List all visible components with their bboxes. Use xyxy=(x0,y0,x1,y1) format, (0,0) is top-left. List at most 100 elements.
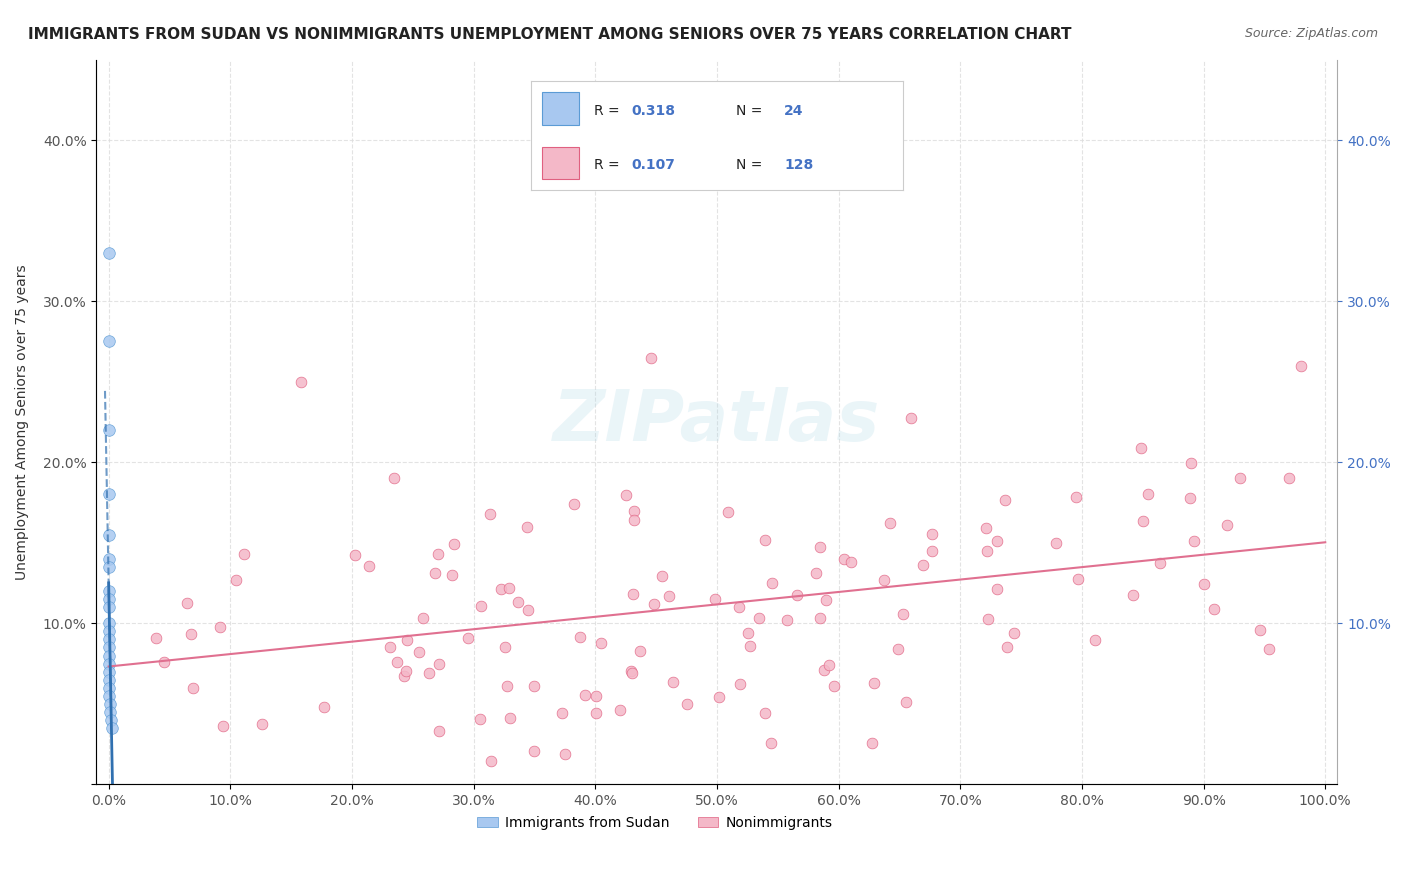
Point xyxy=(1204,601,1226,615)
Point xyxy=(1289,359,1312,373)
Point xyxy=(478,508,501,522)
Point xyxy=(180,627,202,641)
Point xyxy=(516,520,538,534)
Point xyxy=(412,610,434,624)
Point xyxy=(394,669,416,683)
Point xyxy=(1249,624,1271,638)
Point xyxy=(101,721,124,735)
Point xyxy=(740,639,762,653)
Point xyxy=(887,641,910,656)
Point xyxy=(863,676,886,690)
Point xyxy=(499,711,522,725)
Point xyxy=(986,533,1008,548)
Point xyxy=(1192,577,1215,591)
Point xyxy=(651,569,673,583)
Point xyxy=(860,736,883,750)
Point xyxy=(382,471,405,485)
Point xyxy=(97,673,120,687)
Point xyxy=(550,706,572,721)
Point xyxy=(153,655,176,669)
Point xyxy=(97,616,120,631)
Point xyxy=(290,375,312,389)
Point xyxy=(97,600,120,615)
Point xyxy=(97,552,120,566)
Point xyxy=(562,497,585,511)
Point xyxy=(97,657,120,671)
Point xyxy=(754,706,776,720)
Point xyxy=(813,663,835,677)
Point xyxy=(977,612,1000,626)
Point xyxy=(621,587,644,601)
Point xyxy=(98,697,121,711)
Point xyxy=(97,527,120,541)
Point xyxy=(616,488,638,502)
Point xyxy=(418,665,440,680)
Point xyxy=(623,513,645,527)
Legend: Immigrants from Sudan, Nonimmigrants: Immigrants from Sudan, Nonimmigrants xyxy=(472,810,838,836)
Point xyxy=(1216,518,1239,533)
Point xyxy=(585,689,607,703)
Point xyxy=(808,540,831,554)
Point xyxy=(554,747,576,761)
Point xyxy=(754,533,776,547)
Point xyxy=(786,588,808,602)
Point xyxy=(97,665,120,679)
Point xyxy=(408,645,430,659)
Point xyxy=(496,679,519,693)
Point xyxy=(208,620,231,634)
Point xyxy=(523,744,546,758)
Point xyxy=(628,644,651,658)
Point xyxy=(921,543,943,558)
Point xyxy=(839,555,862,569)
Point xyxy=(98,705,121,719)
Point xyxy=(479,754,502,768)
Point xyxy=(343,548,366,562)
Text: ZIPatlas: ZIPatlas xyxy=(553,387,880,457)
Point xyxy=(97,632,120,647)
Text: Source: ZipAtlas.com: Source: ZipAtlas.com xyxy=(1244,27,1378,40)
Point xyxy=(427,547,450,561)
Point xyxy=(396,632,419,647)
Point xyxy=(443,537,465,551)
Point xyxy=(97,640,120,655)
Point xyxy=(225,574,247,588)
Point xyxy=(97,423,120,437)
Point xyxy=(1258,641,1281,656)
Point xyxy=(1182,533,1205,548)
Point xyxy=(921,526,943,541)
Point xyxy=(145,631,167,645)
Point xyxy=(176,596,198,610)
Point xyxy=(1130,442,1153,456)
Point xyxy=(621,666,644,681)
Point xyxy=(1149,556,1171,570)
Point xyxy=(894,695,917,709)
Point xyxy=(312,699,335,714)
Point xyxy=(1132,514,1154,528)
Point xyxy=(1180,456,1202,470)
Point xyxy=(995,640,1018,655)
Point xyxy=(806,566,828,580)
Point xyxy=(506,594,529,608)
Point xyxy=(589,635,612,649)
Point xyxy=(494,640,516,654)
Point xyxy=(97,245,120,260)
Point xyxy=(97,681,120,695)
Point xyxy=(623,504,645,518)
Point xyxy=(468,712,491,726)
Point xyxy=(97,624,120,639)
Point xyxy=(423,566,446,580)
Point xyxy=(737,625,759,640)
Point xyxy=(100,713,122,727)
Point xyxy=(574,688,596,702)
Point xyxy=(233,547,256,561)
Point xyxy=(900,410,922,425)
Point xyxy=(385,655,408,669)
Point xyxy=(1084,633,1107,648)
Point xyxy=(834,552,856,566)
Y-axis label: Unemployment Among Seniors over 75 years: Unemployment Among Seniors over 75 years xyxy=(15,264,30,580)
Point xyxy=(457,631,479,645)
Point xyxy=(1178,491,1201,505)
Point xyxy=(97,487,120,501)
Point xyxy=(808,611,831,625)
Point xyxy=(1137,487,1160,501)
